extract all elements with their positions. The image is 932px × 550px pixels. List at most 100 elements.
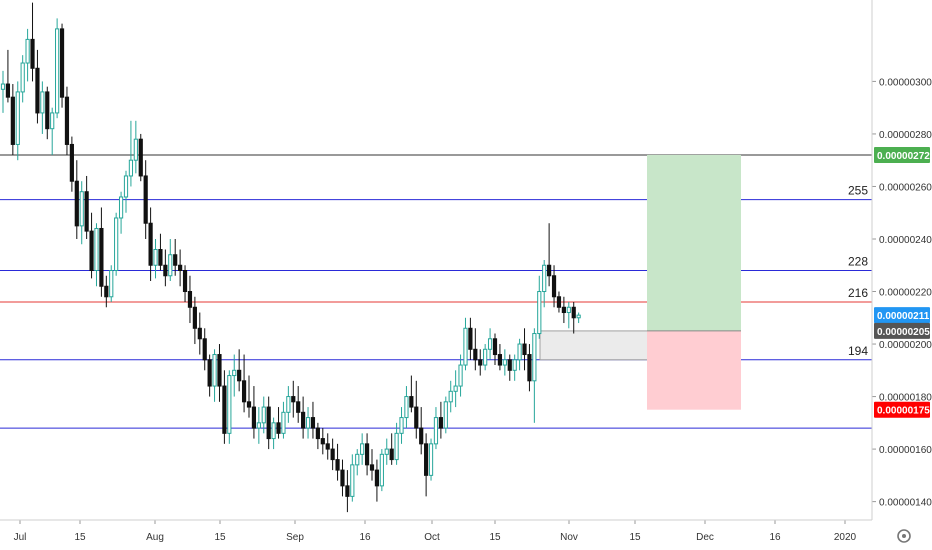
candle-body (414, 406, 419, 429)
price-tick-label: 0.00000180 (879, 393, 932, 404)
candle-body (335, 459, 340, 471)
candle (305, 407, 311, 439)
candle (256, 407, 261, 444)
candle (202, 328, 207, 371)
candle (350, 454, 355, 502)
candle-body (556, 296, 562, 308)
candle-body (345, 485, 350, 497)
candle-body (64, 96, 70, 145)
candle-body (379, 453, 384, 487)
candle (5, 49, 11, 103)
candle (148, 207, 153, 282)
price-badge: 0.00000205 (874, 322, 930, 339)
candle (369, 449, 375, 481)
candle (414, 380, 419, 439)
candle-body (0, 83, 6, 90)
candle-body (40, 91, 45, 114)
candle-body (502, 359, 507, 366)
candle (576, 312, 581, 324)
candle-body (330, 448, 335, 461)
candle-body (59, 28, 65, 98)
candle (133, 120, 138, 174)
candle-body (222, 385, 227, 434)
candle (25, 28, 30, 82)
candle-body (404, 396, 409, 419)
candle (99, 207, 104, 297)
candle (473, 328, 478, 371)
candle (463, 317, 468, 371)
candle (281, 401, 286, 439)
candle (163, 249, 168, 287)
price-tick-label: 0.00000200 (879, 340, 932, 351)
settings-icon[interactable] (897, 529, 911, 543)
candle-body (369, 464, 375, 471)
candle (0, 70, 6, 113)
candle (507, 354, 512, 381)
candle-body (133, 138, 138, 161)
candle (173, 238, 178, 276)
candle-body (168, 254, 173, 277)
time-tick-label: 15 (214, 532, 226, 543)
price-tick-label: 0.00000140 (879, 498, 932, 509)
profit-zone (647, 154, 741, 331)
candle-body (532, 333, 537, 382)
candle-body (182, 270, 188, 293)
candle (453, 370, 458, 408)
candle-body (315, 427, 320, 440)
candle (389, 433, 394, 465)
candle-body (173, 254, 178, 266)
candle (271, 417, 276, 450)
candle-body (399, 417, 404, 434)
candle (438, 401, 443, 439)
candle-body (576, 314, 581, 319)
candle-body (15, 91, 20, 145)
candle (379, 449, 384, 492)
price-badge: 0.00000175 (874, 401, 930, 418)
candle (69, 136, 74, 192)
candle (104, 275, 109, 308)
candle-body (507, 359, 512, 371)
time-tick-label: Oct (424, 532, 440, 543)
candle-body (109, 270, 114, 298)
candle (424, 433, 429, 497)
candle-body (355, 453, 360, 466)
candle-body (237, 369, 242, 382)
long-position-tool[interactable] (647, 154, 741, 410)
candle (114, 212, 119, 276)
candle (428, 438, 434, 481)
candle-body (207, 359, 212, 387)
candle-body (492, 338, 498, 356)
candle-body (438, 417, 443, 429)
candle-body (561, 306, 566, 314)
candle-body (158, 248, 163, 266)
price-axis[interactable]: 0.00000140 0.00000160 0.00000180 0.00000200… (872, 77, 932, 509)
candle (192, 296, 197, 345)
candle-body (487, 338, 493, 350)
candle (286, 386, 291, 423)
candle (502, 349, 507, 376)
candle-body (384, 448, 389, 455)
candle-body (320, 438, 325, 445)
candle-body (571, 306, 576, 319)
candle (40, 81, 45, 134)
candle (227, 370, 232, 444)
candle-body (325, 443, 330, 450)
candle-body (453, 385, 458, 392)
candle-body (389, 448, 394, 461)
candle-body (473, 348, 478, 361)
candle (394, 422, 399, 465)
candle (138, 133, 143, 182)
candle (64, 86, 70, 155)
candle (123, 170, 129, 213)
candle (512, 354, 517, 381)
candle (55, 18, 60, 119)
candle (483, 344, 488, 371)
time-tick-label: Aug (146, 532, 164, 543)
candle-body (251, 406, 257, 429)
horizontal-levels[interactable]: 255 228 216 194 (0, 154, 872, 429)
time-axis[interactable]: Jul 15 Aug 15 Sep 16 Oct 15 Nov 15 Dec 16 2020 (14, 520, 857, 543)
candle (561, 296, 566, 324)
candle (74, 160, 79, 239)
candle (556, 291, 562, 313)
